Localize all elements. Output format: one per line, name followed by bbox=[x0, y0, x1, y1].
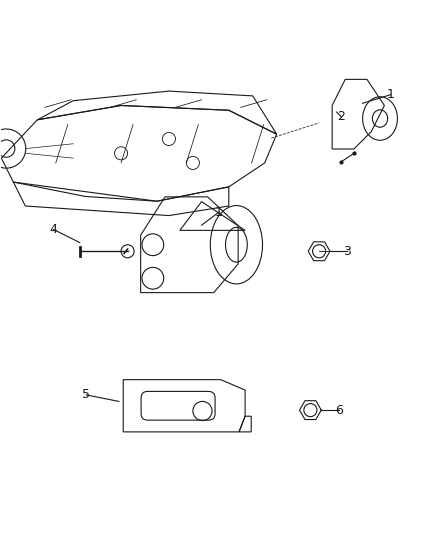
Text: 6: 6 bbox=[335, 403, 343, 417]
Text: 1: 1 bbox=[387, 88, 395, 101]
Text: 3: 3 bbox=[343, 245, 351, 258]
Text: 1: 1 bbox=[215, 206, 223, 219]
Text: 2: 2 bbox=[337, 110, 345, 123]
Text: 4: 4 bbox=[49, 223, 57, 236]
Text: 5: 5 bbox=[82, 389, 90, 401]
